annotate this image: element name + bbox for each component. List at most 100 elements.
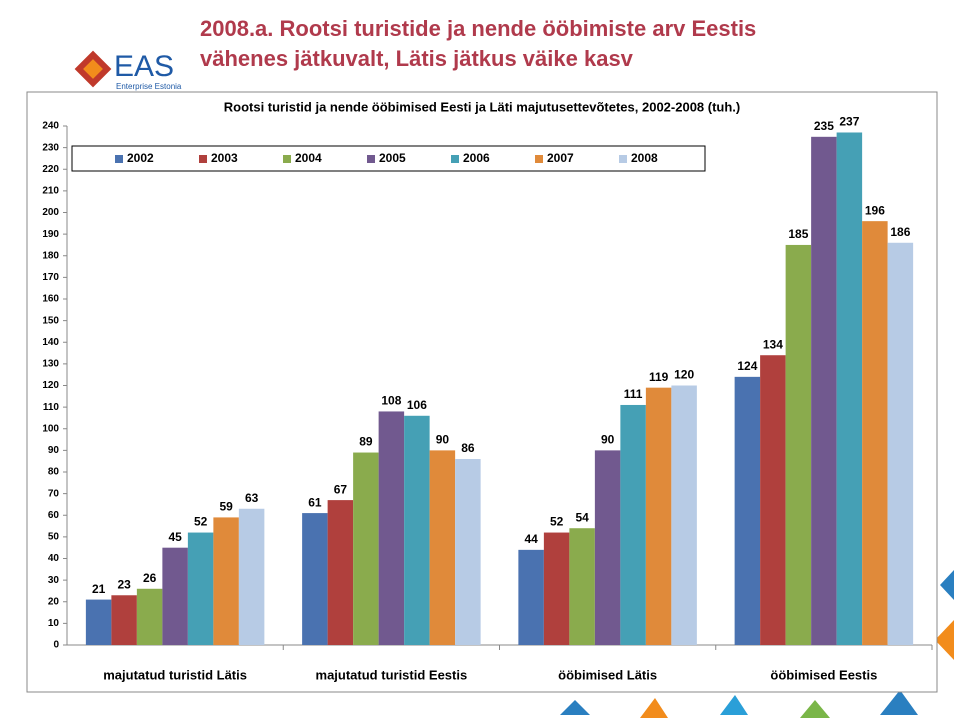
x-tick-label: ööbimised Eestis [770,667,877,682]
logo-subtext: Enterprise Estonia [116,82,182,91]
legend-box [71,145,706,172]
data-label: 44 [524,532,538,546]
bar [620,404,646,645]
data-label: 52 [194,515,208,529]
y-tick-label: 30 [48,575,60,586]
bar [836,132,863,646]
bar [136,588,163,645]
legend-swatch [619,155,627,163]
y-tick-label: 170 [42,272,59,283]
data-label: 108 [381,394,401,408]
y-tick-label: 10 [48,618,60,629]
legend-swatch [199,155,207,163]
x-tick-label: ööbimised Lätis [558,667,657,682]
bar [811,136,837,645]
legend-label: 2008 [631,151,658,165]
data-label: 90 [436,433,450,447]
x-tick-label: majutatud turistid Lätis [103,667,247,682]
legend-label: 2004 [295,151,322,165]
data-label: 124 [737,359,757,373]
data-label: 119 [649,370,669,384]
data-label: 59 [219,500,233,514]
y-tick-label: 200 [42,207,59,218]
bar [378,411,405,645]
legend-swatch [283,155,291,163]
data-label: 54 [575,510,589,524]
bar [111,595,137,645]
y-tick-label: 140 [42,337,59,348]
y-tick-label: 220 [42,164,59,175]
bar [238,508,265,645]
y-tick-label: 0 [53,640,59,651]
data-label: 89 [359,435,373,449]
legend-swatch [451,155,459,163]
legend-swatch [115,155,123,163]
data-label: 86 [461,441,475,455]
bar [187,532,214,645]
legend-label: 2003 [211,151,238,165]
bar [213,517,239,645]
y-tick-label: 190 [42,229,59,240]
legend-swatch [367,155,375,163]
y-tick-label: 160 [42,294,59,305]
legend-label: 2002 [127,151,154,165]
data-label: 90 [601,433,615,447]
y-tick-label: 60 [48,510,60,521]
bar [734,376,761,645]
bar [327,500,354,645]
legend-swatch [535,155,543,163]
bar [645,387,672,645]
bar [429,450,456,645]
legend-label: 2005 [379,151,406,165]
bar [862,221,888,645]
bar [569,528,595,645]
bar [543,532,570,645]
y-tick-label: 20 [48,596,60,607]
chart-title: Rootsi turistid ja nende ööbimised Eesti… [224,99,741,114]
bar [760,355,786,645]
legend-label: 2006 [463,151,490,165]
bar [785,244,812,645]
data-label: 52 [550,515,564,529]
data-label: 111 [624,387,643,401]
y-tick-label: 120 [42,380,59,391]
y-tick-label: 230 [42,142,59,153]
y-tick-label: 90 [48,445,60,456]
data-label: 26 [143,571,157,585]
logo-text: EAS [114,50,174,83]
data-label: 120 [674,368,694,382]
bar [162,547,188,645]
legend-label: 2007 [547,151,574,165]
decor [560,570,954,718]
data-label: 23 [117,577,131,591]
bar [302,513,328,645]
data-label: 67 [334,482,348,496]
data-label: 196 [865,203,885,217]
y-tick-label: 110 [43,402,60,413]
bar [518,549,544,645]
y-tick-label: 240 [42,121,59,132]
slide-title: 2008.a. Rootsi turistide ja nende ööbimi… [200,16,756,41]
logo-icon [74,50,112,88]
slide-title: vähenes jätkuvalt, Lätis jätkus väike ka… [200,46,634,71]
y-tick-label: 80 [48,467,60,478]
data-label: 185 [788,227,808,241]
bar [671,385,697,645]
data-label: 186 [890,225,910,239]
bar [887,242,914,645]
bar [455,459,481,645]
data-label: 63 [245,491,259,505]
y-tick-label: 150 [42,315,59,326]
y-tick-label: 70 [48,488,60,499]
x-tick-label: majutatud turistid Eestis [316,667,468,682]
y-tick-label: 100 [42,423,59,434]
data-label: 106 [407,398,427,412]
bar [594,450,621,645]
bar [85,599,112,645]
y-tick-label: 210 [42,186,59,197]
bar [353,452,379,645]
data-label: 237 [839,115,859,129]
y-tick-label: 130 [42,359,59,370]
data-label: 61 [308,495,322,509]
